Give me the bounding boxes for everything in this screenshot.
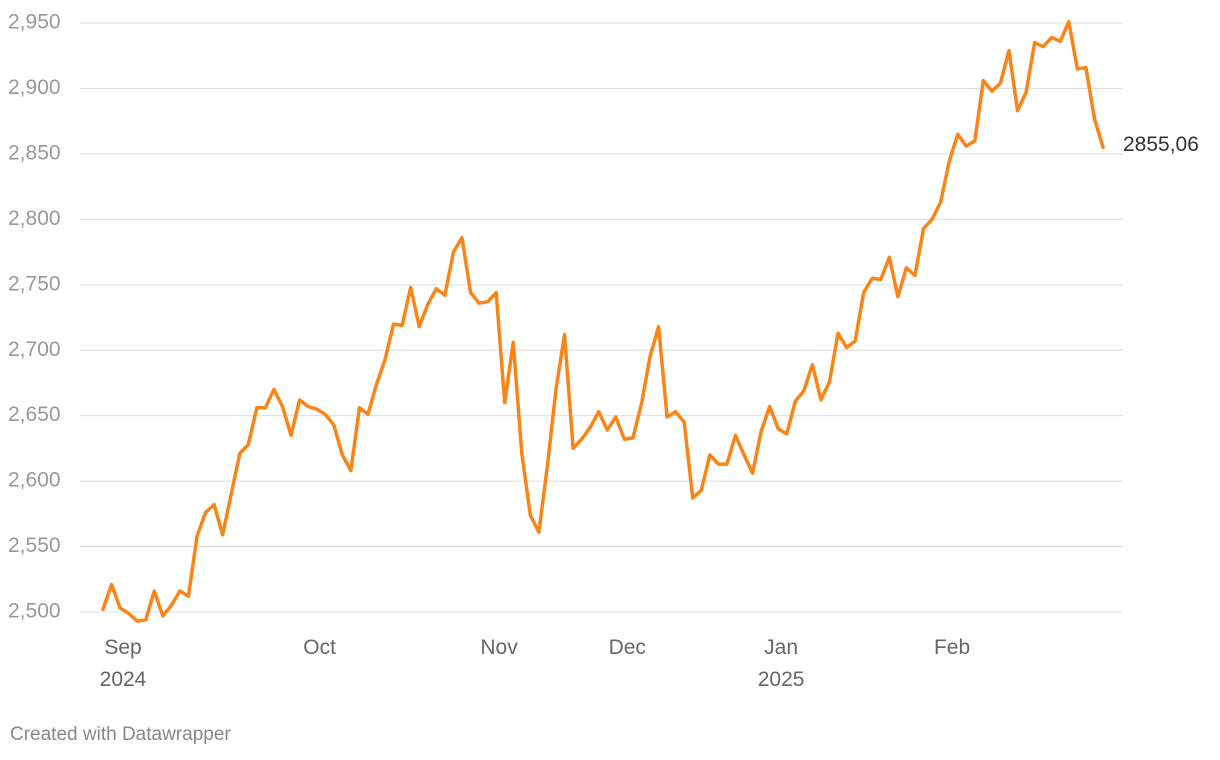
credit: Created with Datawrapper: [10, 724, 231, 745]
y-tick-label: 2,850: [8, 141, 61, 164]
value-label: 2855,06: [1123, 133, 1199, 156]
x-tick-label: Sep 2024: [99, 636, 147, 691]
x-tick-label: Jan 2025: [757, 636, 805, 691]
x-tick-label: Nov: [480, 636, 518, 659]
x-tick-label: Oct: [303, 636, 336, 659]
y-tick-label: 2,900: [8, 76, 61, 99]
y-tick-label: 2,600: [8, 469, 61, 492]
line: [101, 19, 1105, 623]
y-tick-label: 2,800: [8, 207, 61, 230]
y-tick-label: 2,750: [8, 272, 61, 295]
x-tick-label: Feb: [933, 636, 971, 659]
x-tick-label: Dec: [608, 636, 646, 659]
y-tick-label: 2,500: [8, 600, 61, 623]
y-tick-label: 2,550: [8, 534, 61, 557]
y-tick-label: 2,950: [8, 11, 61, 34]
y-tick-label: 2,650: [8, 403, 61, 426]
y-tick-label: 2,700: [8, 338, 61, 361]
